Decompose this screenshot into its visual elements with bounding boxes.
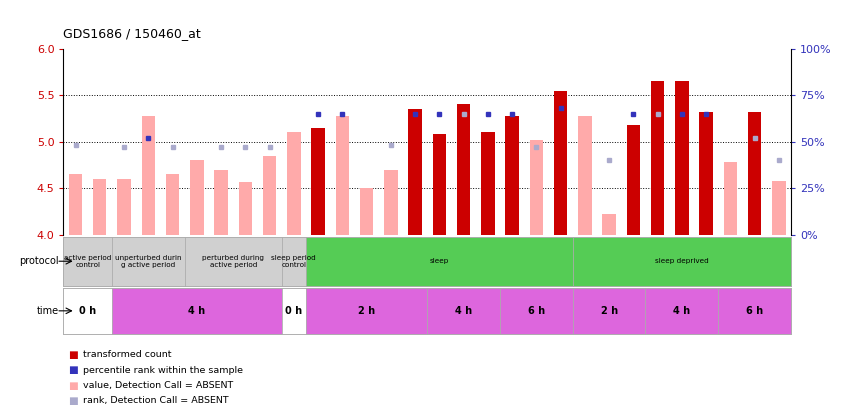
Bar — [457, 104, 470, 235]
Bar — [409, 109, 422, 235]
Bar — [239, 182, 252, 235]
Bar — [63, 288, 112, 334]
Text: 4 h: 4 h — [455, 306, 472, 316]
Bar — [573, 288, 645, 334]
Text: 6 h: 6 h — [746, 306, 763, 316]
Text: perturbed during
active period: perturbed during active period — [202, 255, 264, 268]
Bar — [69, 174, 82, 235]
Bar — [700, 112, 713, 235]
Bar — [166, 174, 179, 235]
Bar — [718, 288, 791, 334]
Bar — [306, 288, 427, 334]
Bar — [723, 162, 737, 235]
Bar — [112, 237, 184, 286]
Bar — [190, 160, 204, 235]
Text: GDS1686 / 150460_at: GDS1686 / 150460_at — [63, 28, 201, 40]
Bar — [384, 170, 398, 235]
Bar — [336, 116, 349, 235]
Bar — [554, 91, 568, 235]
Bar — [651, 81, 664, 235]
Bar — [93, 179, 107, 235]
Bar — [645, 288, 718, 334]
Text: 0 h: 0 h — [80, 306, 96, 316]
Text: 4 h: 4 h — [673, 306, 690, 316]
Bar — [287, 132, 300, 235]
Text: ■: ■ — [68, 381, 78, 390]
Bar — [214, 170, 228, 235]
Text: 2 h: 2 h — [601, 306, 618, 316]
Bar — [306, 237, 573, 286]
Text: transformed count: transformed count — [83, 350, 172, 359]
Bar — [427, 288, 500, 334]
Bar — [530, 140, 543, 235]
Bar — [772, 181, 786, 235]
Bar — [263, 156, 277, 235]
Bar — [63, 237, 112, 286]
Text: active period
control: active period control — [64, 255, 112, 268]
Text: value, Detection Call = ABSENT: value, Detection Call = ABSENT — [83, 381, 233, 390]
Text: sleep deprived: sleep deprived — [655, 258, 709, 264]
Bar — [112, 288, 282, 334]
Bar — [748, 112, 761, 235]
Text: percentile rank within the sample: percentile rank within the sample — [83, 366, 243, 375]
Bar — [675, 81, 689, 235]
Text: sleep period
control: sleep period control — [272, 255, 316, 268]
Bar — [627, 125, 640, 235]
Bar — [282, 288, 306, 334]
Bar — [282, 237, 306, 286]
Bar — [505, 116, 519, 235]
Text: ■: ■ — [68, 396, 78, 405]
Text: protocol: protocol — [19, 256, 59, 266]
Text: time: time — [37, 306, 59, 316]
Text: 2 h: 2 h — [358, 306, 375, 316]
Text: sleep: sleep — [430, 258, 449, 264]
Bar — [573, 237, 791, 286]
Bar — [432, 134, 446, 235]
Text: rank, Detection Call = ABSENT: rank, Detection Call = ABSENT — [83, 396, 228, 405]
Text: 6 h: 6 h — [528, 306, 545, 316]
Bar — [481, 132, 495, 235]
Text: ■: ■ — [68, 350, 78, 360]
Text: 0 h: 0 h — [285, 306, 302, 316]
Text: unperturbed durin
g active period: unperturbed durin g active period — [115, 255, 182, 268]
Text: 4 h: 4 h — [189, 306, 206, 316]
Bar — [141, 116, 155, 235]
Bar — [118, 179, 131, 235]
Bar — [311, 128, 325, 235]
Bar — [360, 188, 373, 235]
Bar — [184, 237, 282, 286]
Bar — [500, 288, 573, 334]
Bar — [602, 214, 616, 235]
Bar — [578, 116, 591, 235]
Text: ■: ■ — [68, 365, 78, 375]
